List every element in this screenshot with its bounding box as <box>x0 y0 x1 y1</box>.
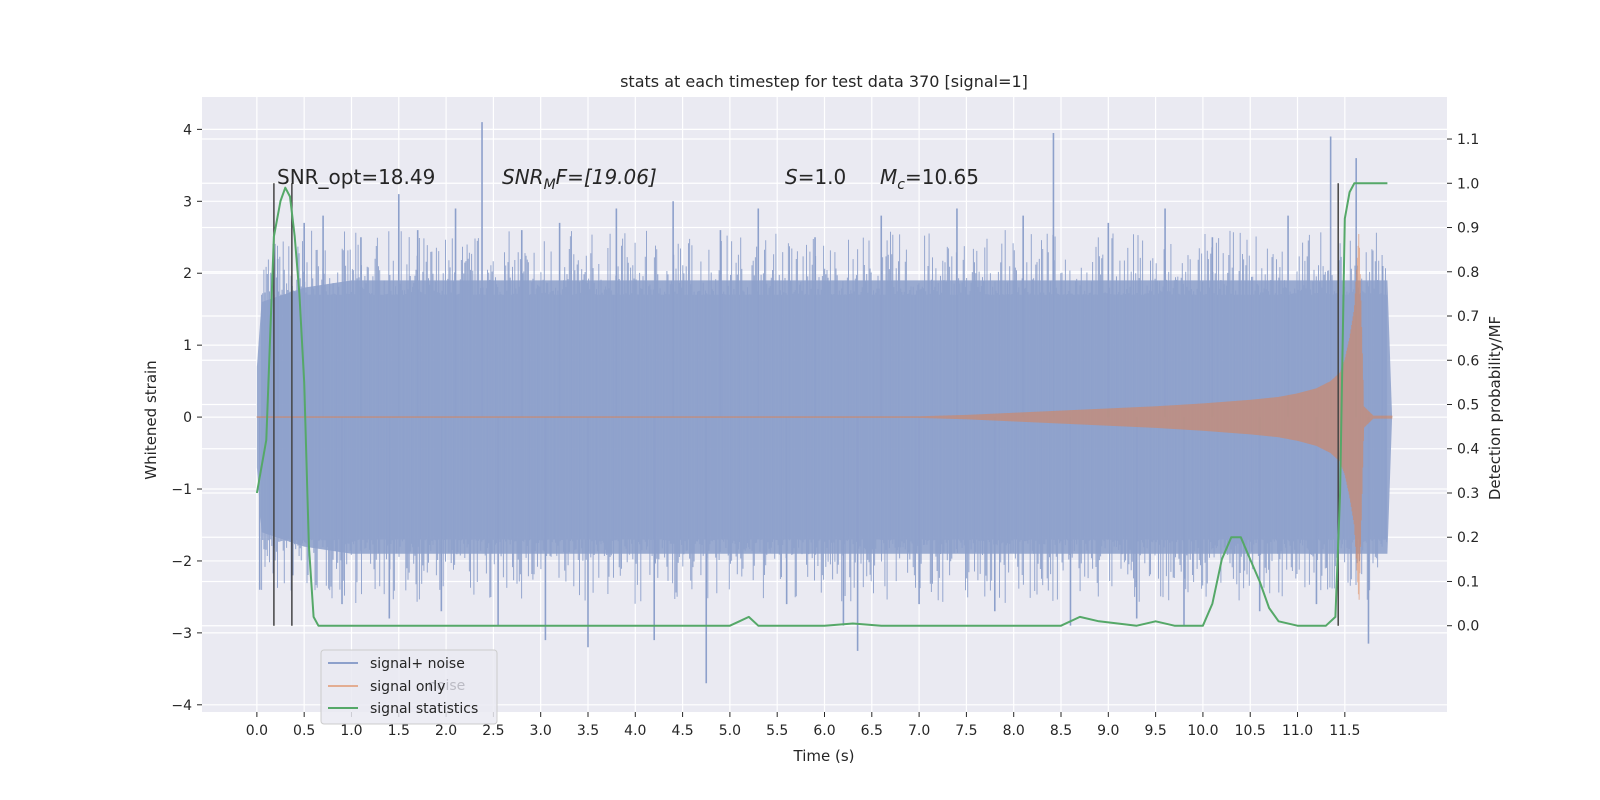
signal-statistics-line <box>255 182 1388 627</box>
annotation-snr-opt: SNR_opt=18.49 <box>277 165 435 189</box>
x-tick-label: 10.0 <box>1187 723 1218 739</box>
x-tick-label: 5.0 <box>719 723 741 739</box>
y-tick-label-left: −2 <box>171 554 192 570</box>
chart-title: stats at each timestep for test data 370… <box>620 72 1028 91</box>
x-tick-label: 3.0 <box>530 723 552 739</box>
y-tick-label-left: 1 <box>183 338 192 354</box>
y-tick-label-right: 0.3 <box>1457 486 1479 502</box>
annotation-mc-rest: =10.65 <box>905 165 979 189</box>
y-tick-label-left: −1 <box>171 482 192 498</box>
x-tick-label: 6.5 <box>861 723 883 739</box>
x-tick-label: 7.0 <box>908 723 930 739</box>
y-tick-label-right: 0.4 <box>1457 442 1479 458</box>
x-tick-label: 1.0 <box>340 723 362 739</box>
y-tick-label-right: 0.8 <box>1457 265 1479 281</box>
x-tick-label: 8.5 <box>1050 723 1072 739</box>
y-tick-label-right: 0.5 <box>1457 398 1479 414</box>
axis-ticks: 0.0 0.5 1.0 1.5 2.0 2.5 3.0 3.5 4.0 4.5 5.0 5.5 6.0 6… <box>171 122 1479 739</box>
legend-label-signal: signal only <box>370 679 445 695</box>
x-tick-label: 0.0 <box>246 723 268 739</box>
annotation-mc: Mc=10.65 <box>880 165 979 193</box>
x-tick-label: 11.5 <box>1329 723 1360 739</box>
x-tick-label: 4.0 <box>624 723 646 739</box>
annotation-mc-sub: c <box>897 177 905 193</box>
y-tick-label-right: 0.1 <box>1457 574 1479 590</box>
x-tick-label: 6.0 <box>813 723 835 739</box>
legend-ghost-text: noise <box>428 678 465 694</box>
legend-label-noise: signal+ noise <box>370 656 465 672</box>
legend-label-stats: signal statistics <box>370 701 478 717</box>
y-tick-label-left: 4 <box>183 122 192 138</box>
legend: noise signal+ noise signal only signal s… <box>320 649 498 725</box>
y-tick-label-left: 2 <box>183 266 192 282</box>
x-tick-label: 11.0 <box>1282 723 1313 739</box>
x-tick-label: 5.5 <box>766 723 788 739</box>
x-tick-label: 0.5 <box>293 723 315 739</box>
signal-only-line <box>256 234 1393 600</box>
annotation-s-main: S <box>785 165 798 189</box>
annotation-snr-mf-main: SNR <box>502 165 544 189</box>
y-tick-label-left: 0 <box>183 410 192 426</box>
annotation-snr-mf-rest: F=[19.06] <box>556 165 657 189</box>
x-tick-label: 7.5 <box>955 723 977 739</box>
y-tick-label-left: 3 <box>183 194 192 210</box>
x-tick-label: 3.5 <box>577 723 599 739</box>
x-tick-label: 10.5 <box>1235 723 1266 739</box>
annotation-s-rest: =1.0 <box>798 165 847 189</box>
annotation-snr-mf-sub: M <box>544 177 556 193</box>
annotation-s: S=1.0 <box>785 165 846 189</box>
x-tick-label: 2.0 <box>435 723 457 739</box>
x-tick-label: 2.5 <box>482 723 504 739</box>
annotation-snr-mf: SNRMF=[19.06] <box>502 165 657 193</box>
x-axis-label: Time (s) <box>793 747 855 765</box>
y-tick-label-right: 1.1 <box>1457 132 1479 148</box>
x-tick-label: 4.5 <box>671 723 693 739</box>
x-tick-label: 9.5 <box>1144 723 1166 739</box>
y-tick-label-right: 0.9 <box>1457 221 1479 237</box>
y-tick-label-right: 0.6 <box>1457 353 1479 369</box>
y-tick-label-right: 1.0 <box>1457 176 1479 192</box>
y-tick-label-left: −4 <box>171 698 192 714</box>
y-tick-label-right: 0.2 <box>1457 530 1479 546</box>
y-axis-label-left: Whitened strain <box>142 360 160 479</box>
legend-box <box>320 649 498 725</box>
signal-only-series <box>256 234 1393 600</box>
y-tick-label-right: 0.7 <box>1457 309 1479 325</box>
y-tick-label-right: 0.0 <box>1457 619 1479 635</box>
annotation-mc-main: M <box>880 165 897 189</box>
x-tick-label: 8.0 <box>1003 723 1025 739</box>
signal-statistics-series <box>255 182 1388 627</box>
y-axis-label-right: Detection probability/MF <box>1486 316 1504 500</box>
x-tick-label: 9.0 <box>1097 723 1119 739</box>
x-tick-label: 1.5 <box>388 723 410 739</box>
y-tick-label-left: −3 <box>171 626 192 642</box>
